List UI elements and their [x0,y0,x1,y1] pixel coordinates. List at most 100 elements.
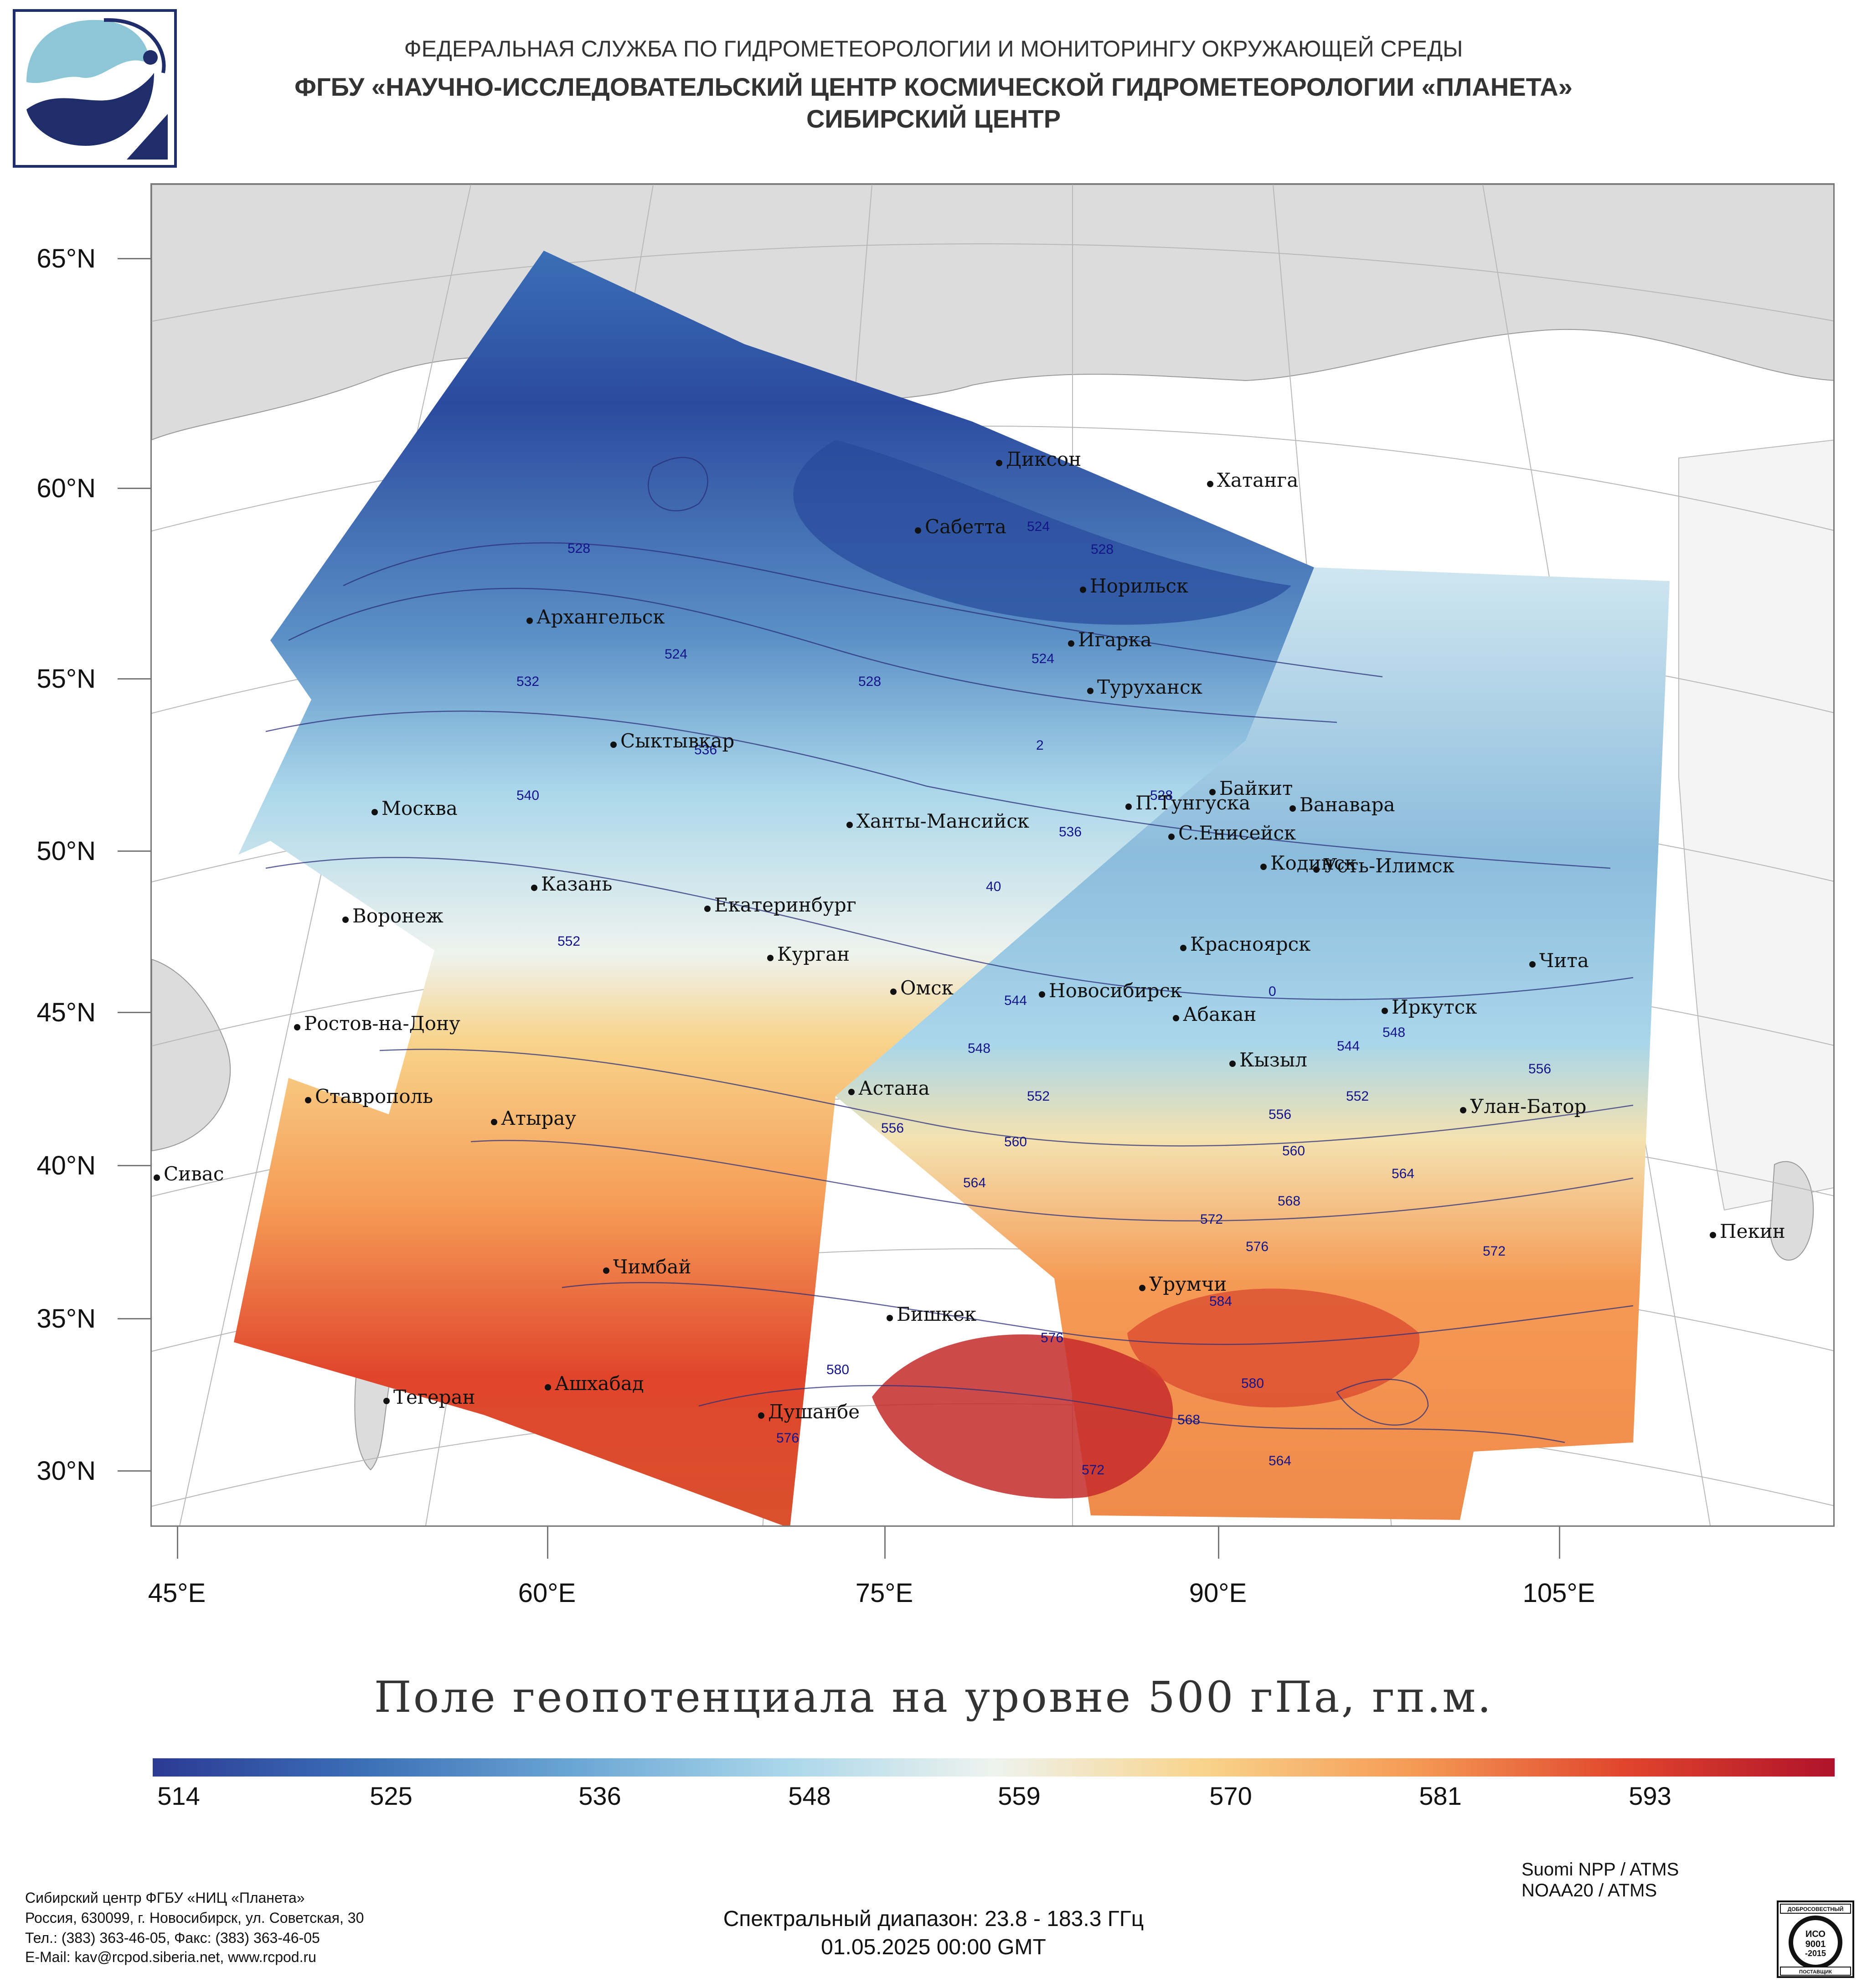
svg-text:-2015: -2015 [1805,1949,1826,1958]
contour-label: 0 [1269,984,1276,999]
lat-tick [118,1470,150,1472]
contour-label: 552 [1027,1089,1050,1104]
contour-label: 528 [1150,788,1173,803]
lat-label: 55°N [36,664,96,694]
colorbar-tick: 548 [788,1782,831,1810]
contour-label: 572 [1082,1463,1104,1478]
lon-label: 45°E [148,1578,206,1608]
svg-text:ПОСТАВЩИК: ПОСТАВЩИК [1799,1969,1832,1975]
satellite-2: NOAA20 / ATMS [1521,1880,1657,1900]
svg-text:ДОБРОСОВЕСТНЫЙ: ДОБРОСОВЕСТНЫЙ [1788,1906,1844,1912]
contour-label: 532 [516,674,539,689]
contour-label: 576 [776,1431,799,1446]
contour-label: 528 [1091,542,1114,557]
contour-label: 536 [694,742,717,757]
header-agency: ФЕДЕРАЛЬНАЯ СЛУЖБА ПО ГИДРОМЕТЕОРОЛОГИИ … [404,36,1463,62]
contour-label: 564 [963,1175,986,1190]
colorbar-tick: 525 [370,1782,413,1810]
lat-label: 60°N [36,474,96,503]
colorbar-tick: 593 [1629,1782,1671,1810]
lon-label: 90°E [1189,1578,1247,1608]
colorbar-tick: 536 [578,1782,621,1810]
contour-label: 524 [665,647,687,662]
footer-org-name: Сибирский центр ФГБУ «НИЦ «Планета» [25,1890,305,1906]
lat-tick [118,1165,150,1166]
arctic-landmass [152,185,1833,441]
contour-label: 552 [1346,1089,1369,1104]
lat-tick [118,1318,150,1319]
lat-label: 50°N [36,836,96,866]
contour-label: 580 [826,1362,849,1377]
contour-label: 544 [1004,993,1027,1008]
satellite-1: Suomi NPP / ATMS [1521,1859,1679,1880]
svg-text:9001: 9001 [1805,1939,1826,1949]
map-title: Поле геопотенциала на уровне 500 гПа, гп… [374,1673,1493,1722]
footer-phone: Тел.: (383) 363-46-05, Факс: (383) 363-4… [25,1930,320,1946]
contour-label: 524 [1031,651,1054,666]
contour-label: 556 [881,1121,904,1136]
contour-label: 560 [1282,1143,1305,1159]
lat-tick [118,678,150,680]
contour-label: 552 [557,934,580,949]
planeta-logo [13,9,177,168]
lat-tick [118,850,150,852]
colorbar-tick: 570 [1209,1782,1252,1810]
colorbar-tick: 581 [1419,1782,1462,1810]
china-landmass [1678,439,1833,1211]
colorbar-tick: 514 [157,1782,200,1810]
contour-label: 580 [1241,1376,1264,1391]
colorbar-tick: 559 [998,1782,1041,1810]
iso-certification-badge: ДОБРОСОВЕСТНЫЙ ИСО 9001 -2015 ПОСТАВЩИК [1777,1900,1854,1978]
contour-label: 40 [986,879,1001,894]
header-institution: ФГБУ «НАУЧНО-ИССЛЕДОВАТЕЛЬСКИЙ ЦЕНТР КОС… [294,72,1573,101]
lat-tick [118,258,150,259]
isohypse-lines [265,457,1634,1443]
lon-tick [177,1527,178,1559]
lon-tick [1218,1527,1219,1559]
contour-label: 528 [567,541,590,556]
lat-label: 35°N [36,1304,96,1334]
lat-tick [118,1012,150,1013]
lat-label: 40°N [36,1151,96,1180]
contour-label: 576 [1041,1330,1063,1345]
contour-labels: 528 524 528 532 524 524 528 536 2 540 52… [516,519,1551,1478]
contour-label: 528 [858,674,881,689]
lon-tick [884,1527,886,1559]
contour-label: 2 [1036,738,1044,753]
contour-label: 556 [1269,1107,1291,1122]
contour-label: 568 [1278,1194,1300,1209]
lat-label: 65°N [36,244,96,273]
lon-tick [1559,1527,1560,1559]
contour-label: 548 [1382,1025,1405,1040]
svg-text:ИСО: ИСО [1805,1929,1826,1939]
contour-label: 540 [516,788,539,803]
contour-label: 548 [968,1041,990,1056]
map-frame: 528 524 528 532 524 524 528 536 2 540 52… [150,183,1835,1527]
map-canvas: 528 524 528 532 524 524 528 536 2 540 52… [152,185,1833,1525]
contour-label: 572 [1200,1212,1223,1227]
lat-tick [118,488,150,489]
footer-address: Россия, 630099, г. Новосибирск, ул. Сове… [25,1910,364,1926]
field-hot-core [872,1334,1173,1499]
footer-email: E-Mail: kav@rcpod.siberia.net, www.rcpod… [25,1949,316,1965]
lon-label: 60°E [518,1578,576,1608]
lat-label: 30°N [36,1456,96,1486]
contour-label: 572 [1483,1244,1506,1259]
lon-label: 105°E [1522,1578,1595,1608]
contour-label: 524 [1027,519,1050,534]
contour-label: 576 [1246,1239,1269,1254]
contour-label: 568 [1177,1412,1200,1427]
lat-label: 45°N [36,998,96,1027]
black-sea-region [152,958,231,1152]
contour-label: 544 [1337,1039,1360,1054]
spectral-range: Спектральный диапазон: 23.8 - 183.3 ГГц [723,1907,1144,1931]
lon-tick [547,1527,548,1559]
field-cold-core [793,440,1291,625]
contour-label: 556 [1528,1061,1551,1076]
contour-label: 584 [1209,1294,1232,1309]
header-center: СИБИРСКИЙ ЦЕНТР [806,104,1061,133]
contour-label: 536 [1059,824,1082,839]
observation-datetime: 01.05.2025 00:00 GMT [821,1935,1046,1959]
field-warm-core [1127,1288,1420,1408]
field-east-swath [836,567,1670,1520]
